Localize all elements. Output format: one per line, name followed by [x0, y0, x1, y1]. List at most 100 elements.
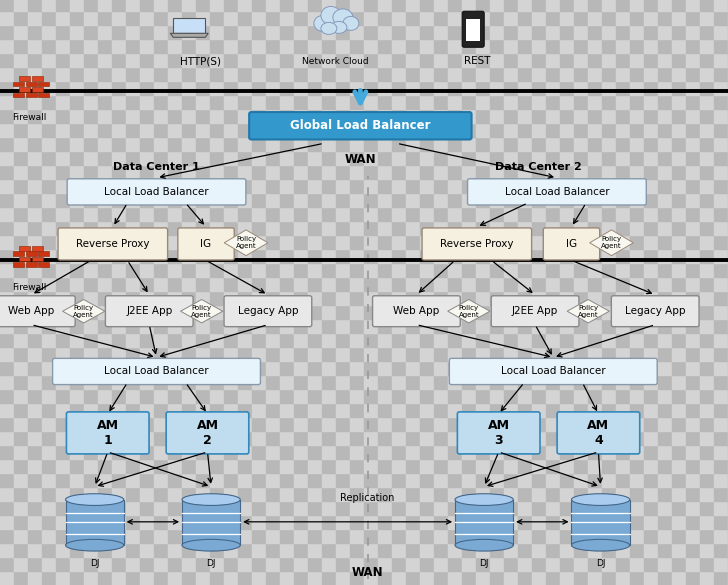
Bar — [406, 221, 420, 235]
Bar — [434, 263, 448, 277]
Bar — [224, 249, 238, 263]
Bar — [140, 543, 154, 557]
Bar — [700, 193, 714, 207]
Bar — [28, 501, 42, 515]
Bar — [210, 389, 224, 403]
Bar — [574, 11, 588, 25]
Bar — [56, 81, 70, 95]
Bar — [42, 459, 56, 473]
Bar — [294, 403, 308, 417]
Bar — [378, 459, 392, 473]
Bar — [238, 0, 252, 11]
Bar — [378, 151, 392, 165]
Bar — [154, 347, 168, 361]
Bar — [406, 39, 420, 53]
Bar — [602, 501, 616, 515]
Bar — [378, 529, 392, 543]
Bar — [238, 137, 252, 151]
Bar — [0, 25, 14, 39]
Text: AM
2: AM 2 — [197, 419, 218, 447]
FancyBboxPatch shape — [422, 228, 531, 260]
Bar — [154, 39, 168, 53]
Bar — [308, 473, 322, 487]
Bar — [126, 305, 140, 319]
Bar — [700, 557, 714, 571]
Bar — [336, 179, 350, 193]
Bar — [518, 277, 532, 291]
Bar — [28, 417, 42, 431]
Bar — [406, 151, 420, 165]
Bar — [266, 305, 280, 319]
Bar — [602, 221, 616, 235]
Bar — [490, 473, 504, 487]
Bar — [322, 375, 336, 389]
Bar — [336, 109, 350, 123]
Bar — [14, 529, 28, 543]
Bar — [490, 0, 504, 11]
Bar — [546, 557, 560, 571]
Bar — [28, 431, 42, 445]
Bar — [448, 417, 462, 431]
Bar — [462, 53, 476, 67]
Bar — [112, 445, 126, 459]
Bar — [126, 207, 140, 221]
Text: Web App: Web App — [8, 306, 55, 316]
Bar — [672, 123, 686, 137]
Bar — [518, 291, 532, 305]
Bar — [420, 543, 434, 557]
Bar — [448, 445, 462, 459]
Bar — [196, 417, 210, 431]
Bar — [574, 277, 588, 291]
Bar — [224, 25, 238, 39]
Bar — [392, 361, 406, 375]
Bar — [560, 571, 574, 585]
Bar — [140, 529, 154, 543]
Bar — [462, 389, 476, 403]
Bar — [70, 389, 84, 403]
Bar — [238, 249, 252, 263]
Bar — [518, 389, 532, 403]
Bar — [168, 277, 182, 291]
Bar — [154, 81, 168, 95]
Bar — [392, 291, 406, 305]
Bar — [364, 277, 378, 291]
Bar — [182, 529, 196, 543]
Bar — [546, 123, 560, 137]
Bar — [392, 67, 406, 81]
Bar — [504, 207, 518, 221]
Bar — [28, 67, 42, 81]
Text: Reverse Proxy: Reverse Proxy — [76, 239, 149, 249]
Bar — [462, 25, 476, 39]
Bar — [280, 165, 294, 179]
Bar — [224, 193, 238, 207]
Bar — [168, 291, 182, 305]
Bar — [602, 375, 616, 389]
Bar — [574, 361, 588, 375]
Bar — [658, 417, 672, 431]
Bar — [630, 361, 644, 375]
Bar — [546, 543, 560, 557]
Bar — [84, 11, 98, 25]
Bar — [280, 501, 294, 515]
Bar — [490, 571, 504, 585]
Bar — [42, 557, 56, 571]
Bar — [644, 473, 658, 487]
Bar — [70, 529, 84, 543]
Bar — [266, 95, 280, 109]
Bar — [84, 67, 98, 81]
Bar — [420, 263, 434, 277]
Bar — [70, 501, 84, 515]
Bar — [574, 375, 588, 389]
Bar — [224, 445, 238, 459]
Bar — [84, 445, 98, 459]
Bar — [266, 67, 280, 81]
Bar — [700, 375, 714, 389]
Bar — [644, 137, 658, 151]
Bar — [112, 543, 126, 557]
Bar — [224, 501, 238, 515]
Bar — [308, 81, 322, 95]
Bar — [644, 515, 658, 529]
Bar — [266, 263, 280, 277]
Bar — [686, 193, 700, 207]
Bar — [476, 221, 490, 235]
